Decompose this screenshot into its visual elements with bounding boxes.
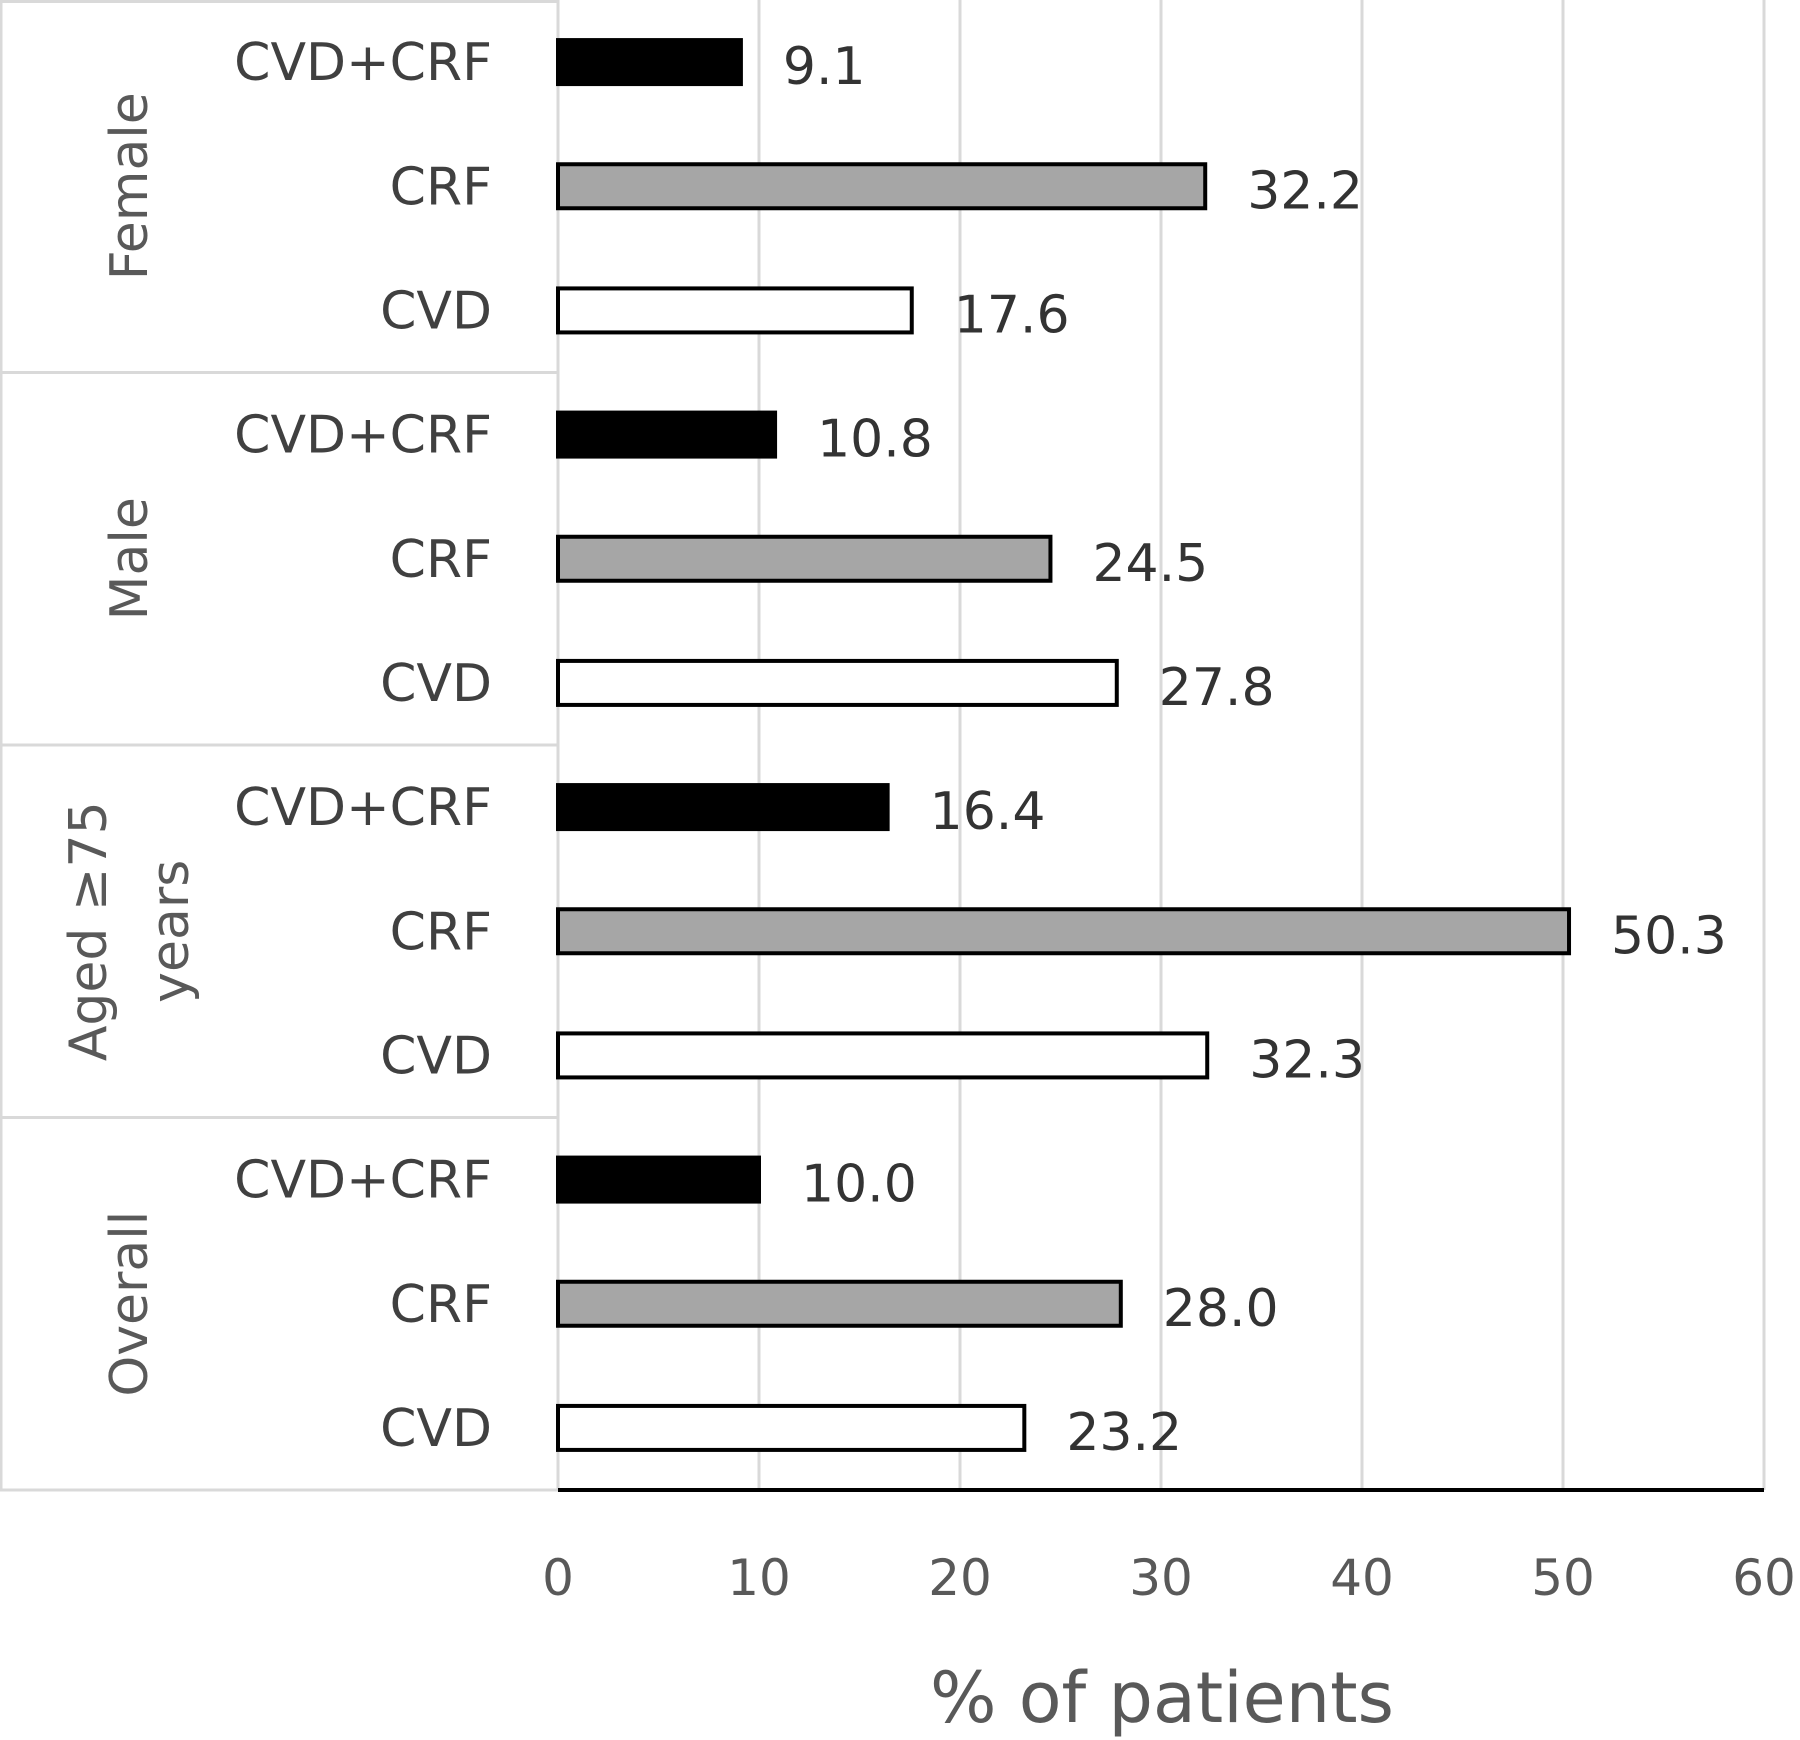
category-label: CVD+CRF [234, 33, 492, 93]
data-label: 10.0 [801, 1155, 917, 1215]
x-axis-title: % of patients [930, 1657, 1394, 1739]
category-label: CVD [380, 281, 492, 341]
bar [556, 1279, 1123, 1328]
x-tick-label: 50 [1531, 1549, 1595, 1607]
bar [556, 783, 890, 832]
group-label: Female [100, 92, 160, 280]
bar [556, 38, 743, 87]
x-tick-label: 60 [1732, 1549, 1796, 1607]
data-label: 9.1 [783, 37, 866, 97]
data-label: 17.6 [954, 285, 1070, 345]
category-label: CRF [390, 902, 492, 962]
category-label: CRF [390, 1275, 492, 1335]
data-label: 32.2 [1247, 161, 1363, 221]
data-label: 32.3 [1249, 1030, 1365, 1090]
bar [556, 1031, 1210, 1080]
bar [556, 534, 1053, 583]
gridlines [757, 0, 1766, 1490]
x-tick-label: 40 [1330, 1549, 1394, 1607]
x-axis: 0 10 20 30 40 50 60 [542, 1488, 1796, 1607]
bar [556, 1155, 761, 1204]
data-label: 16.4 [930, 782, 1046, 842]
category-label: CVD+CRF [234, 778, 492, 838]
bar [556, 286, 914, 335]
category-label: CRF [390, 530, 492, 590]
labels: CVD+CRF 9.1 CRF 32.2 CVD 17.6 Female CVD+CRF 10.… [59, 33, 1727, 1463]
bar [556, 410, 778, 459]
data-label: 23.2 [1066, 1403, 1182, 1463]
category-label: CVD+CRF [234, 1151, 492, 1211]
category-label: CVD [380, 1399, 492, 1459]
bar [556, 1403, 1027, 1452]
category-label: CVD+CRF [234, 406, 492, 466]
x-tick-label: 10 [727, 1549, 791, 1607]
x-tick-label: 20 [928, 1549, 992, 1607]
category-label: CRF [390, 157, 492, 217]
group-label: Overall [100, 1211, 160, 1397]
data-label: 10.8 [817, 410, 933, 470]
data-label: 27.8 [1159, 658, 1275, 718]
bars [556, 38, 1572, 1452]
group-label: Male [100, 497, 160, 620]
bar [556, 162, 1208, 211]
data-label: 50.3 [1611, 906, 1727, 966]
data-label: 28.0 [1163, 1279, 1279, 1339]
data-label: 24.5 [1092, 534, 1208, 594]
group-label: years [141, 860, 201, 1003]
category-label: CVD [380, 654, 492, 714]
group-label: Aged ≥75 [59, 801, 119, 1061]
bar [556, 658, 1119, 707]
group-label-frame [0, 0, 560, 1492]
category-label: CVD [380, 1026, 492, 1086]
x-tick-label: 30 [1129, 1549, 1193, 1607]
x-tick-label: 0 [542, 1549, 574, 1607]
bar [556, 907, 1572, 956]
